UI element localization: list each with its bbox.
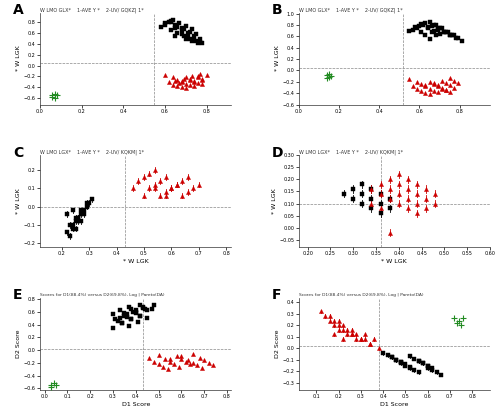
Y-axis label: * W LGK: * W LGK [16, 46, 21, 71]
X-axis label: * W LGK: * W LGK [123, 259, 148, 264]
Y-axis label: D2 Score: D2 Score [274, 329, 280, 358]
Text: W LMO LGX*    1-AVE Y *    2-UV/ KQKM| 1*: W LMO LGX* 1-AVE Y * 2-UV/ KQKM| 1* [40, 150, 144, 155]
Text: B: B [272, 3, 282, 17]
X-axis label: D1 Score: D1 Score [380, 402, 408, 406]
Text: W LMO GLX*    1-AVE Y *    2-UV/ GQKZ| 1*: W LMO GLX* 1-AVE Y * 2-UV/ GQKZ| 1* [40, 7, 144, 13]
Text: F: F [272, 289, 281, 303]
Y-axis label: * W LGK: * W LGK [16, 188, 21, 214]
Text: D: D [272, 146, 283, 160]
Text: W LMO LGX*    1-AVE Y *    2-UV/ KQKM| 1*: W LMO LGX* 1-AVE Y * 2-UV/ KQKM| 1* [298, 150, 403, 155]
Text: E: E [13, 289, 22, 303]
X-axis label: D1 Score: D1 Score [122, 402, 150, 406]
Text: C: C [13, 146, 24, 160]
Text: A: A [13, 3, 24, 17]
Text: Scores for D1(88.4%) versus D2(69.8%), Log | Pareto(DA): Scores for D1(88.4%) versus D2(69.8%), L… [298, 293, 423, 297]
Y-axis label: * W LGK: * W LGK [274, 46, 280, 71]
Y-axis label: D2 Score: D2 Score [16, 329, 21, 358]
Y-axis label: * W LGK: * W LGK [272, 188, 276, 214]
Text: W LMO GLX*    1-AVE Y *    2-UV/ GQKZ| 1*: W LMO GLX* 1-AVE Y * 2-UV/ GQKZ| 1* [298, 7, 403, 13]
X-axis label: * W LGK: * W LGK [382, 259, 407, 264]
Text: Scores for D1(88.4%) versus D2(69.8%), Log | Pareto(DA): Scores for D1(88.4%) versus D2(69.8%), L… [40, 293, 164, 297]
